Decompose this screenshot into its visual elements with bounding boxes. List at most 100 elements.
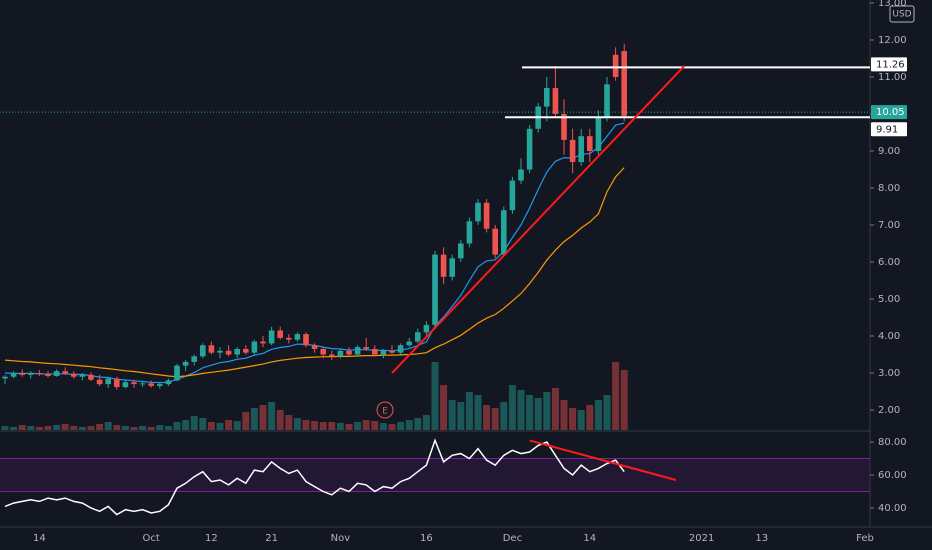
volume-bar [336,423,344,430]
candle-body [509,180,516,211]
y-tick-label: 2.00 [878,405,900,416]
volume-bar [173,422,181,430]
y-tick-label: 8.00 [878,183,900,194]
candle-body [449,258,455,277]
volume-bar [517,390,525,430]
volume-bar [182,420,190,430]
support-label-box [871,122,907,137]
candle-body [397,345,404,353]
volume-bar [27,426,35,430]
volume-bar [474,395,482,430]
x-tick-label: 13 [755,533,768,544]
volume-bar [225,420,233,430]
volume-bar [620,370,628,430]
candle-body [200,345,206,357]
rsi-line [4,438,625,516]
volume-bar [457,402,465,430]
candle-body [569,139,576,163]
y-tick-label: 6.00 [878,257,900,268]
rsi-tick-label: 60.00 [878,470,907,481]
volume-bar [96,424,104,430]
candle-body [79,374,86,377]
candle-body [62,371,68,374]
candle-body [157,384,163,386]
candle-body [122,382,129,388]
candle-body [354,347,361,355]
candle-body [372,348,378,355]
y-tick-label: 9.00 [878,146,900,157]
volume-bar [431,362,439,430]
candle-body [139,383,146,385]
volume-bar [551,388,559,430]
volume-bar [534,398,542,430]
candle-body [96,379,103,385]
volume-bar [603,395,611,430]
volume-bar [594,400,602,430]
candle-body [492,228,498,255]
candle-body [45,373,51,376]
candle-body [260,341,266,344]
candle-body [329,354,335,357]
volume-bar [199,418,207,430]
candle-body [217,350,223,353]
candle-body [380,350,387,355]
volume-bar [491,408,499,430]
volume-bar [147,427,155,430]
candle-body [432,254,438,325]
resistance-label: 11.26 [876,59,905,70]
volume-bar [405,420,413,430]
candle-body [2,376,8,379]
candle-body [277,330,283,338]
candle-body [286,337,292,340]
volume-bar [190,416,198,430]
last-price-label: 10.05 [876,107,905,118]
volume-bar [543,392,551,430]
candle-body [294,334,301,340]
trend-line [391,65,686,374]
volume-bar [70,426,78,430]
y-tick-label: 4.00 [878,331,900,342]
candle-body [440,254,447,277]
candle-body [406,341,412,346]
volume-bar [276,410,284,430]
candle-body [346,350,352,355]
volume-bar [586,405,594,430]
volume-bar [268,402,276,430]
volume-bar [207,422,215,430]
last-price-label-box [871,105,907,120]
volume-bar [612,362,620,430]
volume-bar [139,426,147,430]
candle-body [320,348,326,355]
candle-body [182,361,189,366]
volume-bar [104,422,112,430]
x-tick-label: Nov [331,533,351,544]
volume-bar [388,424,396,430]
volume-bar [422,415,430,430]
volume-bar [130,427,138,430]
candle-body [191,356,197,362]
candle-body [612,54,619,77]
candle-body [10,373,17,377]
candle-body [174,365,180,381]
volume-bar [311,421,319,430]
x-tick-label: 14 [33,533,46,544]
y-tick-label: 12.00 [878,35,907,46]
x-tick-label: 14 [583,533,596,544]
x-tick-label: 21 [265,533,278,544]
volume-bar [577,410,585,430]
volume-bar [164,426,172,430]
volume-bar [61,424,69,430]
volume-bar [560,400,568,430]
candle-body [225,350,232,355]
candle-body [19,373,25,375]
candle-body [501,210,507,255]
moving-average [4,167,625,378]
candle-body [53,371,60,376]
candle-body [363,347,369,349]
currency: USD [892,10,911,20]
volume-bar [87,426,95,430]
candle-body [415,332,421,342]
currency-box[interactable] [889,5,915,23]
